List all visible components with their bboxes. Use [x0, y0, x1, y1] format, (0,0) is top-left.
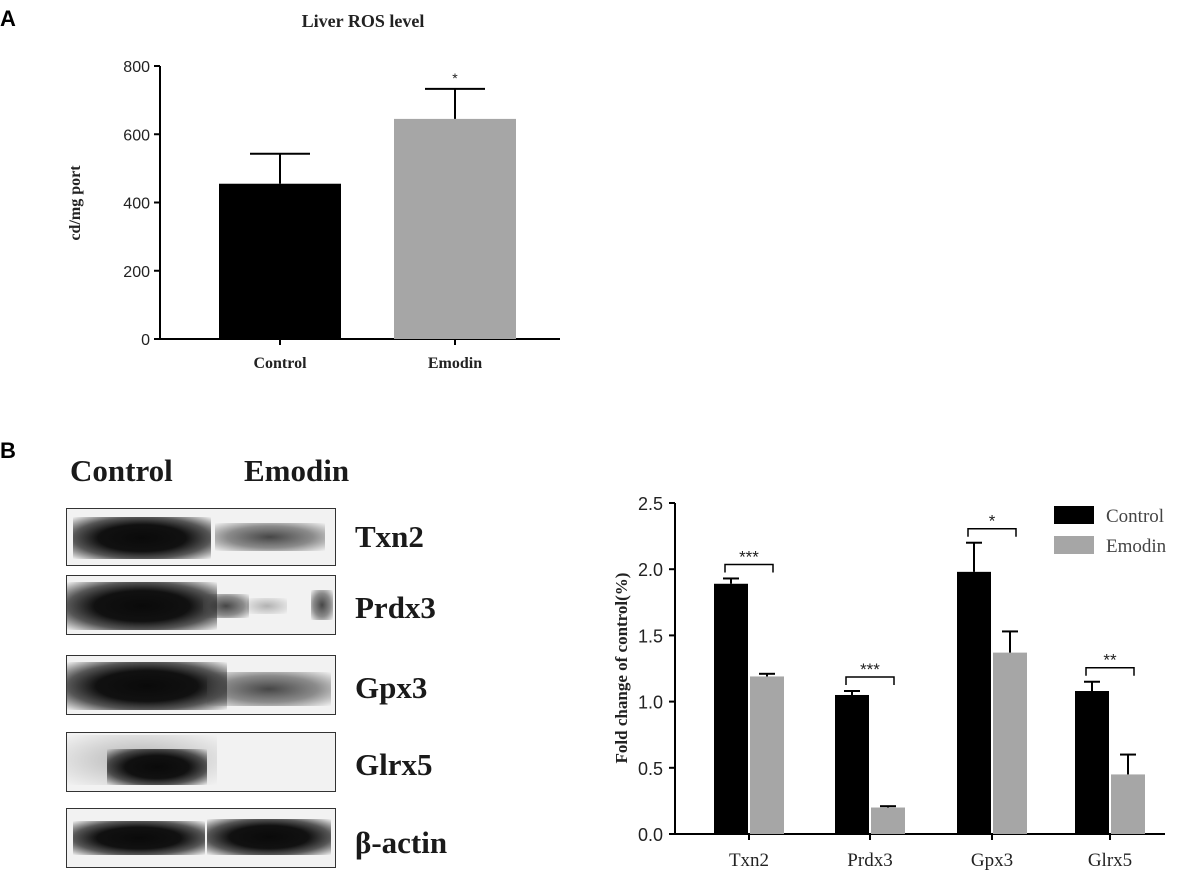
chart-b-x-tick-label: Gpx3	[971, 850, 1013, 871]
chart-b-bar-prdx3-control	[835, 694, 869, 834]
lane-label-emodin: Emodin	[244, 453, 350, 488]
protein-label-glrx5: Glrx5	[355, 747, 433, 782]
chart-b-x-tick-label: Glrx5	[1088, 850, 1132, 871]
chart-a-y-axis-label: cd/mg port	[67, 165, 84, 241]
chart-b-significance-marker: ***	[739, 547, 759, 566]
band-txn2-control	[73, 517, 211, 559]
chart-b-significance-bracket	[967, 527, 1017, 537]
blot-strip-txn2	[66, 508, 336, 566]
chart-b-significance-bracket	[724, 563, 774, 573]
chart-a-y-tick-label: 400	[123, 196, 150, 213]
chart-b-significance-bracket	[845, 676, 895, 686]
lane-label-control: Control	[70, 453, 173, 488]
chart-b-y-axis-label: Fold change of control(%)	[612, 573, 631, 764]
chart-b-y-tick-label: 2.5	[638, 494, 663, 514]
protein-label-txn2: Txn2	[355, 519, 424, 554]
band-prdx3-emodin-1	[203, 594, 249, 618]
chart-b-y-tick-label: 1.5	[638, 626, 663, 646]
blot-strip-gpx3	[66, 655, 336, 715]
chart-b-x-tick-label: Prdx3	[847, 850, 892, 871]
chart-b-significance-marker: *	[989, 512, 996, 531]
protein-label-prdx3: Prdx3	[355, 590, 436, 625]
band-actin-control	[73, 821, 205, 855]
chart-a-y-tick-label: 800	[123, 59, 150, 76]
chart-b-bar-glrx5-emodin	[1111, 774, 1145, 834]
chart-b-significance-marker: ***	[860, 660, 880, 679]
protein-label-beta-actin: β-actin	[355, 825, 448, 860]
chart-a-title: Liver ROS level	[302, 11, 425, 31]
band-actin-emodin	[207, 819, 331, 855]
chart-b-legend-label-control: Control	[1106, 506, 1164, 527]
chart-b-significance-bracket	[1085, 666, 1135, 676]
chart-b-y-tick-label: 0.5	[638, 759, 663, 779]
chart-a-x-tick-label: Emodin	[428, 355, 482, 372]
chart-b-legend-swatch-control	[1054, 506, 1094, 524]
chart-a-y-tick-label: 0	[141, 332, 150, 349]
band-gpx3-control	[67, 662, 227, 710]
band-prdx3-emodin-3	[311, 590, 333, 620]
chart-b-bar-glrx5-control	[1075, 691, 1109, 834]
band-txn2-emodin	[215, 523, 325, 551]
blot-strip-beta-actin	[66, 808, 336, 868]
chart-b-significance-marker: **	[1103, 651, 1117, 670]
chart-a-y-tick-label: 600	[123, 127, 150, 144]
band-gpx3-emodin	[207, 672, 331, 706]
protein-label-gpx3: Gpx3	[355, 670, 428, 705]
chart-a-y-tick-label: 200	[123, 264, 150, 281]
blot-strip-prdx3	[66, 575, 336, 635]
chart-a-bar-emodin	[394, 118, 516, 339]
chart-b-y-tick-label: 2.0	[638, 560, 663, 580]
chart-b-y-tick-label: 1.0	[638, 693, 663, 713]
chart-b-y-tick-label: 0.0	[638, 825, 663, 845]
chart-b-legend-label-emodin: Emodin	[1106, 536, 1167, 557]
band-prdx3-emodin-2	[247, 598, 287, 614]
blot-strip-glrx5	[66, 732, 336, 792]
chart-b-bar-gpx3-control	[957, 571, 991, 834]
panel-label-a: A	[0, 6, 16, 31]
chart-b-bar-txn2-emodin	[750, 676, 784, 834]
chart-a-significance-marker: *	[452, 70, 458, 86]
chart-a-bar-control	[219, 183, 341, 339]
chart-b-legend-swatch-emodin	[1054, 536, 1094, 554]
chart-b-bar-gpx3-emodin	[993, 652, 1027, 834]
chart-b-bar-txn2-control	[714, 583, 748, 834]
chart-a-x-tick-label: Control	[253, 355, 307, 372]
band-glrx5-control	[107, 749, 207, 785]
band-prdx3-control	[67, 582, 217, 630]
chart-b-x-tick-label: Txn2	[729, 850, 769, 871]
panel-label-b: B	[0, 438, 16, 463]
chart-b-bar-prdx3-emodin	[871, 807, 905, 834]
